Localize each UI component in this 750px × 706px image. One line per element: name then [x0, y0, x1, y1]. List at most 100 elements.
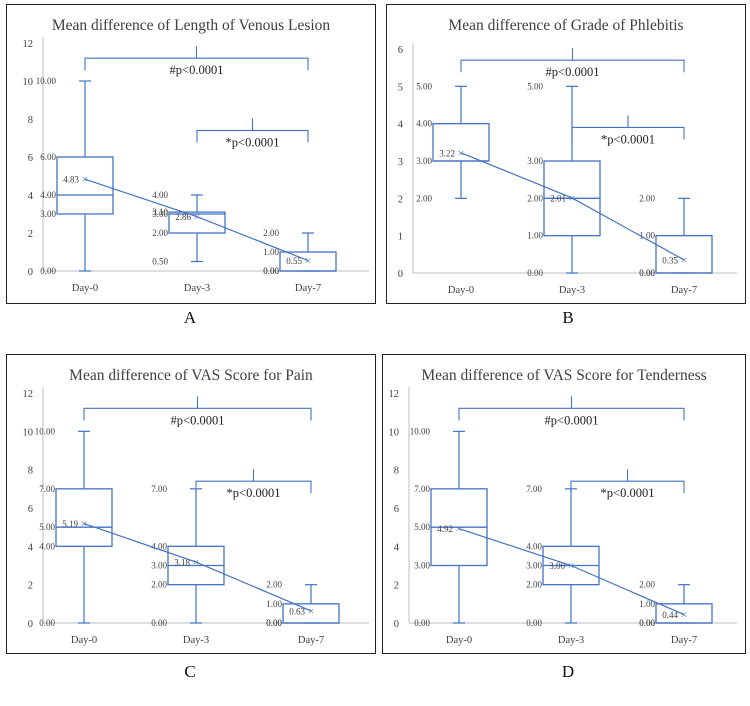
x-tick-label: Day-3	[183, 635, 209, 646]
data-label: 2.00	[639, 193, 655, 203]
chart-c-svg: Mean difference of VAS Score for Pain 0 2 4…	[23, 367, 369, 646]
x-tick-label: Day-0	[71, 635, 97, 646]
data-label: 10.00	[35, 426, 56, 436]
data-label: 3.00	[526, 561, 542, 571]
mean-label: 0.35	[662, 255, 678, 265]
y-tick-label: 10	[389, 427, 400, 438]
data-label: 3.00	[416, 156, 432, 166]
data-label: 0.00	[639, 618, 655, 628]
significance-label: #p<0.0001	[171, 413, 225, 427]
significance-label: #p<0.0001	[545, 413, 599, 427]
data-label: 3.00	[414, 561, 430, 571]
data-label: 3.00	[527, 156, 543, 166]
data-label: 0.00	[414, 618, 430, 628]
data-label: 1.00	[527, 231, 543, 241]
y-tick-label: 8	[28, 115, 33, 126]
chart-b-svg: Mean difference of Grade of Phlebitis 0 1 2…	[398, 17, 737, 296]
data-label: 0.00	[263, 266, 279, 276]
panel-label-a: A	[183, 308, 197, 327]
data-label: 0.00	[39, 618, 55, 628]
y-tick-label: 4	[398, 120, 404, 131]
x-tick-label: Day-0	[72, 283, 98, 294]
mean-label: 3.00	[549, 561, 565, 571]
chart-panel-d: Mean difference of VAS Score for Tendern…	[382, 354, 746, 654]
data-label: 2.00	[416, 193, 432, 203]
y-tick-label: 10	[23, 77, 34, 88]
data-label: 4.00	[152, 190, 168, 200]
y-tick-label: 1	[398, 232, 403, 243]
x-tick-label: Day-7	[295, 283, 321, 294]
chart-d-svg: Mean difference of VAS Score for Tendern…	[389, 367, 737, 646]
chart-title: Mean difference of Grade of Phlebitis	[448, 17, 683, 34]
data-label: 1.00	[263, 247, 279, 257]
mean-label: 2.01	[550, 193, 566, 203]
significance-label: *p<0.0001	[226, 135, 280, 149]
data-label: 5.00	[39, 522, 55, 532]
data-label: 1.00	[266, 599, 282, 609]
significance-label: #p<0.0001	[546, 65, 600, 79]
y-tick-label: 8	[28, 466, 33, 477]
data-label: 0.00	[151, 618, 167, 628]
significance-label: *p<0.0001	[601, 486, 655, 500]
data-label: 0.00	[40, 266, 56, 276]
significance-label: #p<0.0001	[170, 63, 224, 77]
data-label: 4.00	[526, 541, 542, 551]
chart-panel-c: Mean difference of VAS Score for Pain 0 2 4…	[6, 354, 376, 654]
y-tick-label: 0	[28, 267, 33, 278]
data-label: 1.00	[639, 231, 655, 241]
y-tick-label: 6	[28, 504, 33, 515]
box-iqr	[56, 156, 114, 215]
mean-label: 3.22	[439, 148, 455, 158]
significance-label: *p<0.0001	[601, 132, 655, 146]
panel-label-d: D	[561, 662, 575, 681]
data-label: 2.00	[639, 580, 655, 590]
chart-title: Mean difference of Length of Venous Lesi…	[52, 17, 331, 34]
data-label: 7.00	[526, 484, 542, 494]
significance-bracket	[458, 407, 685, 421]
data-label: 2.00	[266, 580, 282, 590]
significance-bracket	[83, 407, 312, 421]
chart-panel-b: Mean difference of Grade of Phlebitis 0 1 2…	[386, 4, 746, 304]
box-iqr	[168, 211, 226, 234]
mean-trend-line	[458, 528, 685, 616]
data-label: 0.50	[152, 257, 168, 267]
data-label: 2.00	[151, 580, 167, 590]
panel-label-b: B	[562, 308, 574, 327]
mean-label: 2.86	[175, 212, 191, 222]
y-tick-label: 0	[28, 619, 33, 630]
y-tick-label: 6	[394, 504, 399, 515]
data-label: 0.00	[263, 266, 279, 276]
x-tick-label: Day-7	[298, 635, 324, 646]
significance-label: *p<0.0001	[227, 486, 281, 500]
data-label: 4.00	[39, 541, 55, 551]
chart-a-svg: Mean difference of Length of Venous Lesi…	[23, 17, 369, 294]
y-tick-label: 0	[398, 269, 403, 280]
y-tick-label: 5	[398, 82, 403, 93]
x-tick-label: Day-0	[446, 635, 472, 646]
x-tick-label: Day-7	[671, 285, 697, 296]
y-tick-label: 4	[28, 542, 34, 553]
y-tick-label: 8	[394, 466, 399, 477]
data-label: 7.00	[414, 484, 430, 494]
data-label: 2.00	[263, 228, 279, 238]
y-tick-label: 2	[28, 581, 33, 592]
data-label: 0.00	[266, 618, 282, 628]
y-tick-label: 4	[394, 542, 400, 553]
y-tick-label: 6	[28, 153, 33, 164]
y-tick-label: 10	[23, 427, 34, 438]
data-label: 0.00	[639, 268, 655, 278]
chart-panel-a: Mean difference of Length of Venous Lesi…	[6, 4, 376, 304]
mean-label: 4.83	[63, 175, 79, 185]
data-label: 0.00	[266, 618, 282, 628]
data-label: 6.00	[40, 152, 56, 162]
data-label: 5.00	[416, 81, 432, 91]
data-label: 0.00	[639, 268, 655, 278]
data-label: 2.00	[526, 580, 542, 590]
data-label: 5.00	[414, 522, 430, 532]
data-label: 3.00	[152, 209, 168, 219]
data-label: 4.00	[416, 119, 432, 129]
data-label: 10.00	[36, 76, 57, 86]
y-tick-label: 2	[28, 229, 33, 240]
data-label: 4.00	[40, 190, 56, 200]
data-label: 2.00	[527, 193, 543, 203]
